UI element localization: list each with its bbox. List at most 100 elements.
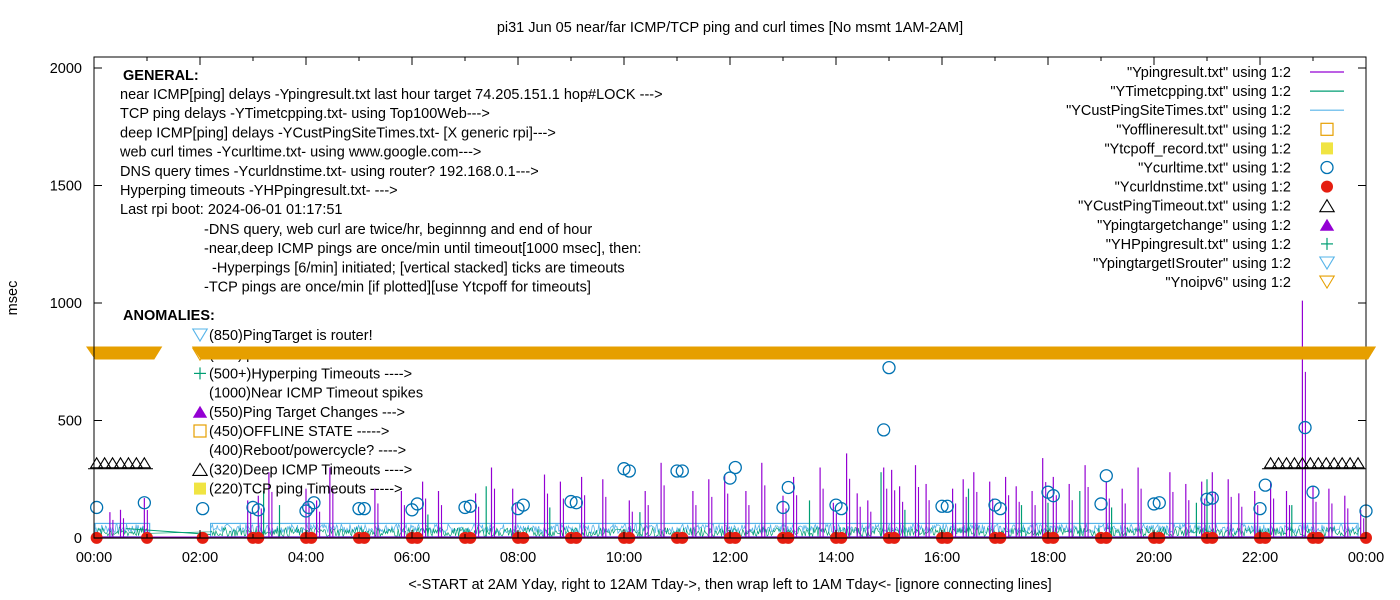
- legend-label: "Ypingresult.txt" using 1:2: [1127, 65, 1291, 81]
- ycurltime-point: [935, 499, 949, 513]
- ycustpingtimeout-point: [129, 456, 144, 469]
- ycurltime-point: [410, 497, 424, 511]
- ycurltime-point: [728, 460, 742, 475]
- legend-label: "YCustPingSiteTimes.txt" using 1:2: [1066, 103, 1291, 119]
- legend-marker: [1321, 180, 1333, 193]
- anomaly-text: (220)TCP ping Timeouts ----->: [209, 482, 403, 498]
- x-tick-label: 16:00: [924, 550, 960, 566]
- general-line: TCP ping delays -YTimetcpping.txt- using…: [120, 106, 490, 122]
- anomaly-marker: [191, 462, 209, 476]
- x-axis-label: <-START at 2AM Yday, right to 12AM Tday-…: [408, 577, 1051, 593]
- annotations: GENERAL: near ICMP[ping] delays -Ypingres…: [119, 68, 1376, 498]
- anomaly-marker: [194, 482, 206, 495]
- ycurltime-point: [675, 464, 689, 478]
- ycurltime-point: [569, 496, 583, 510]
- ycustpingtimeout-point: [1327, 456, 1342, 469]
- x-tick-label: 18:00: [1030, 550, 1066, 566]
- ycustpingtimeout-point: [1335, 456, 1350, 469]
- y-axis-label: msec: [5, 281, 21, 316]
- ycustpingtimeout-point: [1263, 456, 1278, 469]
- ycurltime-point: [307, 496, 321, 510]
- anomaly-marker: [194, 367, 206, 380]
- note-line: -TCP pings are once/min [if plotted][use…: [204, 280, 591, 296]
- ycustpingtimeout-point: [1295, 456, 1310, 469]
- ycurltime-point: [1298, 420, 1312, 435]
- y-tick-label: 500: [58, 414, 82, 430]
- anomaly-text: (500+)Hyperping Timeouts ---->: [209, 366, 412, 382]
- anomaly-text: (1000)Near ICMP Timeout spikes: [209, 386, 423, 402]
- x-tick-label: 12:00: [712, 550, 748, 566]
- anomaly-text: (400)Reboot/powercycle? ---->: [209, 443, 406, 459]
- ycurltime-point: [1258, 478, 1272, 492]
- ycustpingtimeout-point: [105, 456, 120, 469]
- ycurltime-point: [299, 504, 313, 518]
- anomaly-text: (320)Deep ICMP Timeouts ---->: [209, 462, 412, 478]
- ycurltime-point: [90, 500, 104, 515]
- ycurltime-point: [251, 503, 265, 517]
- ycurltime-point: [1200, 492, 1214, 506]
- ynoipv6-band: [86, 346, 163, 360]
- x-tick-label: 22:00: [1242, 550, 1278, 566]
- ycurltime-point: [834, 501, 848, 516]
- legend-label: "Ytcpoff_record.txt" using 1:2: [1104, 141, 1291, 157]
- legend-label: "Ycurltime.txt" using 1:2: [1138, 161, 1291, 177]
- ycustpingtimeout-point: [1311, 456, 1326, 469]
- legend-marker: [1318, 198, 1336, 213]
- anomaly-marker: [193, 424, 207, 438]
- general-line: DNS query times -Ycurldnstime.txt- using…: [120, 164, 539, 180]
- ycurltime-point: [993, 501, 1007, 516]
- anomalies-header: ANOMALIES:: [123, 308, 215, 324]
- legend-label: "YHPpingresult.txt" using 1:2: [1106, 237, 1291, 253]
- ycustpingtimeout-point: [1279, 456, 1294, 469]
- ycurltime-point: [776, 500, 790, 515]
- general-line: Hyperping timeouts -YHPpingresult.txt- -…: [120, 183, 398, 199]
- legend-label: "YCustPingTimeout.txt" using 1:2: [1078, 199, 1291, 215]
- ycurltime-point: [516, 498, 530, 512]
- ycurltime-point: [137, 496, 152, 510]
- x-tick-label: 14:00: [818, 550, 854, 566]
- note-line: -Hyperpings [6/min] initiated; [vertical…: [204, 260, 625, 276]
- legend-marker: [1321, 237, 1333, 250]
- anomaly-text: (550)Ping Target Changes --->: [209, 405, 405, 421]
- anomaly-marker: [191, 328, 209, 343]
- legend-marker: [1318, 275, 1336, 290]
- x-tick-label: 02:00: [182, 550, 218, 566]
- general-header: GENERAL:: [123, 68, 199, 84]
- legend-marker: [1318, 256, 1336, 271]
- legend-marker: [1320, 122, 1334, 136]
- legend-label: "Ycurldnstime.txt" using 1:2: [1115, 180, 1291, 196]
- legend-label: "Ypingtargetchange" using 1:2: [1097, 218, 1291, 234]
- ycustpingtimeout-point: [1287, 456, 1302, 469]
- y-tick-label: 0: [74, 531, 82, 547]
- ycurltime-point: [723, 471, 737, 485]
- ycurltime-point: [1205, 491, 1219, 505]
- x-tick-label: 04:00: [288, 550, 324, 566]
- x-tick-label: 10:00: [606, 550, 642, 566]
- x-tick-label: 00:00: [1348, 550, 1384, 566]
- general-line: Last rpi boot: 2024-06-01 01:17:51: [120, 202, 343, 218]
- legend-marker: [1319, 218, 1335, 231]
- ycurltime-point: [1099, 469, 1113, 483]
- y-tick-label: 1500: [50, 179, 82, 195]
- ycurltime-point: [195, 501, 210, 516]
- ycurltime-point: [352, 501, 366, 516]
- general-line: web curl times -Ycurltime.txt- using www…: [119, 145, 481, 161]
- ycurltime-point: [1147, 497, 1161, 511]
- legend-label: "Yofflineresult.txt" using 1:2: [1116, 122, 1291, 138]
- legend-marker: [1321, 142, 1333, 155]
- legend-label: "YpingtargetISrouter" using 1:2: [1093, 256, 1291, 272]
- ycustpingtimeout-point: [1303, 456, 1318, 469]
- ycurltime-point: [1306, 485, 1320, 499]
- ycustpingtimeout-point: [137, 456, 152, 469]
- ycustpingtimeout-point: [89, 456, 104, 469]
- ycurltime-point: [877, 423, 891, 437]
- ycurltime-point: [670, 464, 684, 478]
- ycurltime-point: [882, 360, 896, 375]
- ycustpingtimeout-point: [121, 456, 136, 469]
- x-tick-label: 06:00: [394, 550, 430, 566]
- ycustpingtimeout-point: [97, 456, 112, 469]
- ycustpingtimeout-point: [1319, 456, 1334, 469]
- ycustpingtimeout-point: [113, 456, 128, 469]
- ycurltime-point: [1094, 497, 1108, 511]
- x-tick-label: 20:00: [1136, 550, 1172, 566]
